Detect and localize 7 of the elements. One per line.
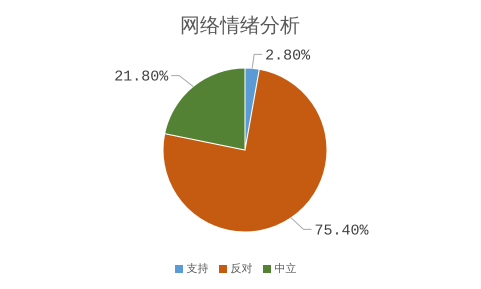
legend-label: 支持 — [186, 262, 208, 275]
data-label: 21.80% — [114, 68, 170, 86]
data-label: 75.40% — [314, 222, 370, 240]
legend-label: 反对 — [230, 262, 252, 275]
data-label: 2.80% — [265, 47, 312, 64]
chart-title: 网络情绪分析 — [180, 13, 300, 37]
legend-label: 中立 — [274, 262, 296, 275]
